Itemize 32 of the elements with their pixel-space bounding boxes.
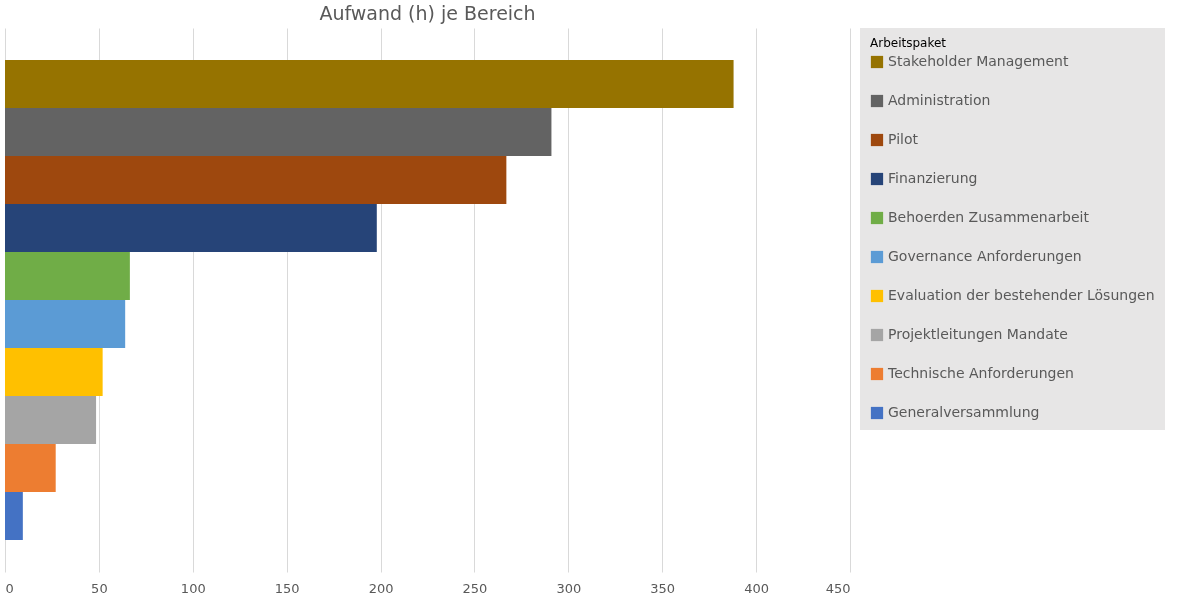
legend-label: Governance Anforderungen	[888, 248, 1082, 264]
chart-title: Aufwand (h) je Bereich	[319, 2, 536, 24]
bar	[5, 444, 56, 492]
legend-label: Behoerden Zusammenarbeit	[888, 209, 1090, 225]
bar	[5, 348, 103, 396]
legend-label: Generalversammlung	[888, 404, 1040, 420]
legend-title: Arbeitspaket	[870, 36, 947, 50]
bar	[5, 108, 552, 156]
bar	[5, 492, 23, 540]
bar	[5, 156, 507, 204]
bar	[5, 252, 130, 300]
bar	[5, 60, 734, 108]
x-tick-label: 0	[5, 580, 14, 596]
bar	[5, 204, 377, 252]
x-tick-label: 200	[368, 580, 394, 596]
x-tick-label: 350	[650, 580, 676, 596]
x-tick-label: 250	[462, 580, 488, 596]
bar	[5, 396, 97, 444]
x-tick-label: 400	[744, 580, 770, 596]
x-tick-label: 300	[556, 580, 582, 596]
legend-label: Finanzierung	[888, 170, 978, 186]
x-tick-label: 50	[91, 580, 108, 596]
x-tick-label: 100	[180, 580, 206, 596]
legend-label: Administration	[888, 92, 991, 108]
legend-label: Projektleitungen Mandate	[888, 326, 1068, 342]
legend-label: Evaluation der bestehender Lösungen	[888, 287, 1155, 303]
legend-label: Pilot	[888, 131, 919, 147]
x-tick-label: 450	[825, 580, 851, 596]
bar	[5, 300, 126, 348]
x-tick-label: 150	[274, 580, 300, 596]
legend-label: Technische Anforderungen	[887, 365, 1074, 381]
legend-label: Stakeholder Management	[888, 53, 1069, 69]
